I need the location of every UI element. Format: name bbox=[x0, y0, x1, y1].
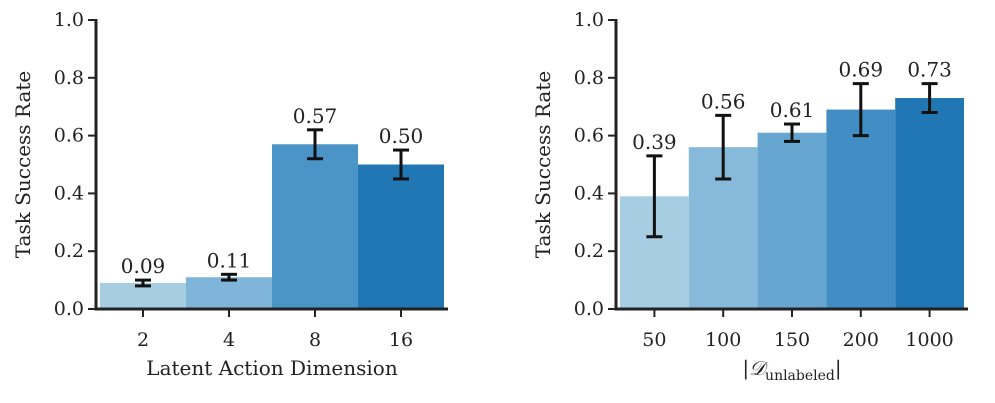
data-label: 0.73 bbox=[907, 58, 952, 82]
x-tick-label: 4 bbox=[223, 329, 235, 351]
y-tick-label: 0.0 bbox=[54, 298, 84, 320]
error-bar bbox=[646, 154, 663, 239]
x-tick-label: 16 bbox=[389, 329, 413, 351]
error-bar bbox=[784, 122, 800, 143]
y-tick-label: 0.6 bbox=[574, 125, 604, 147]
error-bar bbox=[715, 113, 732, 181]
data-label: 0.69 bbox=[839, 58, 884, 82]
bar bbox=[272, 144, 358, 309]
x-axis-label: |𝒟unlabeled| bbox=[742, 356, 841, 384]
data-label: 0.61 bbox=[770, 98, 815, 122]
x-axis-label-subscript: unlabeled bbox=[765, 368, 835, 384]
y-tick-label: 0.2 bbox=[574, 240, 604, 262]
x-axis-label-end: | bbox=[835, 356, 842, 381]
data-label: 0.57 bbox=[293, 104, 338, 128]
error-bar bbox=[393, 148, 409, 181]
data-label: 0.09 bbox=[121, 254, 166, 278]
data-label: 0.56 bbox=[701, 89, 746, 113]
chart-panel-unlabeled-data-size: 0.39 0.56 0.61 0.69 0.73 0.0 0.2 0.4 0.6 0.8 1.0 50… bbox=[531, 9, 968, 384]
x-tick-label: 1000 bbox=[905, 329, 953, 351]
x-tick-label: 100 bbox=[705, 329, 741, 351]
x-tick-label: 200 bbox=[843, 329, 879, 351]
bar bbox=[757, 132, 827, 309]
y-tick-label: 0.4 bbox=[574, 182, 604, 204]
error-bar bbox=[135, 278, 151, 288]
data-label: 0.11 bbox=[207, 248, 252, 272]
y-tick-label: 0.0 bbox=[574, 298, 604, 320]
bar bbox=[186, 277, 272, 309]
x-axis-label: Latent Action Dimension bbox=[146, 356, 398, 380]
error-bar bbox=[221, 272, 237, 282]
bar bbox=[895, 98, 964, 309]
error-bar bbox=[921, 82, 938, 114]
x-tick-label: 50 bbox=[642, 329, 666, 351]
y-axis-label: Task Success Rate bbox=[531, 71, 555, 258]
y-tick-label: 0.8 bbox=[54, 67, 84, 89]
y-tick-label: 0.6 bbox=[54, 125, 84, 147]
data-label: 0.50 bbox=[379, 124, 424, 148]
error-bar bbox=[307, 128, 323, 161]
y-tick-label: 1.0 bbox=[54, 9, 84, 31]
x-tick-label: 8 bbox=[309, 329, 321, 351]
data-label: 0.39 bbox=[632, 130, 677, 154]
y-tick-label: 1.0 bbox=[574, 9, 604, 31]
bar bbox=[826, 109, 896, 309]
y-tick-label: 0.4 bbox=[54, 182, 84, 204]
x-axis-label-main: |𝒟 bbox=[742, 356, 769, 381]
chart-panel-latent-action-dimension: 0.09 0.11 0.57 0.50 0.0 0.2 0.4 0.6 0.8 1.0 2 4 8 16 T… bbox=[11, 9, 448, 380]
error-bar bbox=[852, 82, 869, 138]
x-tick-label: 2 bbox=[137, 329, 149, 351]
y-axis-label: Task Success Rate bbox=[11, 71, 35, 258]
bar bbox=[358, 164, 444, 309]
x-tick-label: 150 bbox=[774, 329, 810, 351]
y-tick-label: 0.2 bbox=[54, 240, 84, 262]
y-tick-label: 0.8 bbox=[574, 67, 604, 89]
